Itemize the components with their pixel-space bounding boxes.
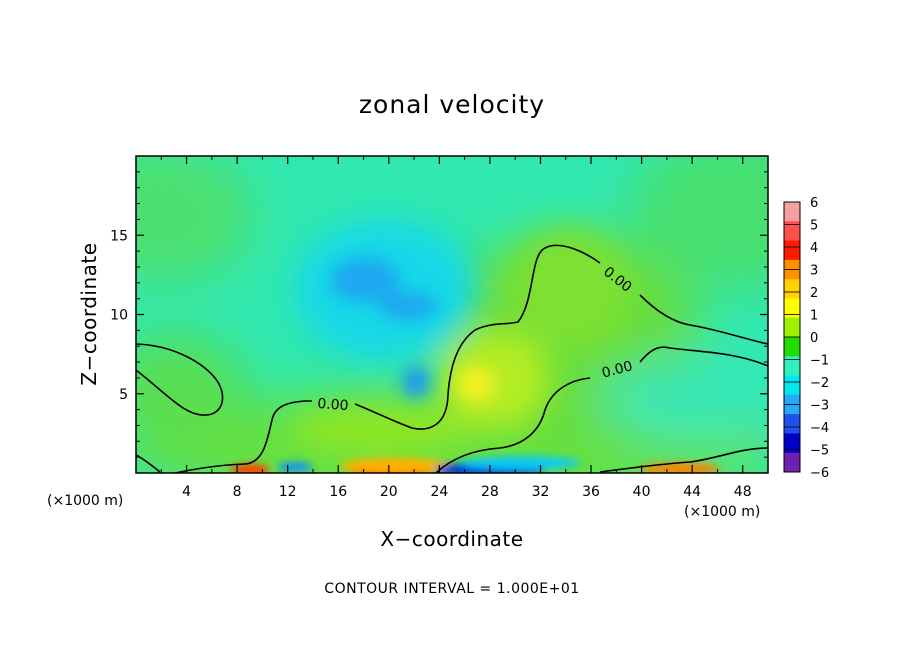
region-green-left-middle [136,335,245,445]
y-tick-label: 15 [110,228,128,244]
contour-lower-right [435,346,768,473]
colorbar-swatch [784,452,800,473]
colorbar-label: −1 [810,354,829,369]
colorbar-swatch [784,279,800,299]
colorbar-swatch [784,433,800,454]
x-unit-label-left: (×1000 m) [47,493,123,509]
x-tick-label: 16 [329,484,347,500]
colorbar-swatch [784,356,800,377]
y-tick-label: 5 [119,387,128,403]
x-tick-label: 4 [182,484,191,500]
contour-label-1: 0.00 [317,396,349,414]
x-tick-label: 20 [380,484,398,500]
core-blue-bottom-left [277,462,313,472]
x-tick-label: 48 [734,484,752,500]
contour-main [174,244,768,473]
x-tick-label: 36 [582,484,600,500]
region-green-upper-left [136,156,255,285]
contour-label-3: 0.00 [600,358,634,382]
x-axis: 4 8 12 16 20 24 28 32 36 40 44 48 [160,156,752,500]
y-axis: 5 10 15 [110,171,768,458]
colorbar-swatch [784,414,800,434]
x-unit-label-right: (×1000 m) [684,504,760,520]
contour-interval-note: CONTOUR INTERVAL = 1.000E+01 [324,581,579,597]
core-blue-upper-1 [330,258,400,302]
region-cyan-right-lower [600,360,768,440]
colorbar-label: 5 [810,219,818,234]
colorbar-label: 3 [810,264,818,279]
core-blue-upper-2 [378,292,438,320]
colorbar-label: −6 [810,466,829,481]
core-cyan-bottom [460,456,580,470]
core-orange-bottom-1 [340,458,450,473]
colorbar-swatch [784,298,800,319]
y-tick-label: 10 [110,308,128,324]
colorbar-label: 6 [810,196,818,211]
colorbar-label: 1 [810,309,818,324]
zero-contours [136,244,768,473]
x-tick-label: 40 [633,484,651,500]
colorbar-swatch [784,221,800,242]
region-green-right-top [510,230,630,350]
chart-title: zonal velocity [359,90,545,119]
core-orange-bottom-2 [640,463,720,473]
x-tick-label: 24 [430,484,448,500]
region-green-upper-right [630,156,768,290]
colorbar-swatch [784,337,800,357]
colorbar-swatch [784,202,800,222]
x-axis-title: X−coordinate [380,527,523,551]
contour-bottom-right [599,447,768,473]
colorbar-label: 2 [810,286,818,301]
colorbar-label: −2 [810,376,829,391]
colorbar-label: −3 [810,399,829,414]
colorbar-swatch [784,375,800,396]
y-axis-title: Z−coordinate [77,242,101,385]
core-yellow-mid [456,366,496,402]
contour-bottom-left [136,454,161,473]
colorbar-swatch [784,240,800,261]
field-core-regions [330,258,496,402]
colorbar-label: 0 [810,331,818,346]
contour-left-loop [136,343,224,416]
x-tick-label: 8 [233,484,242,500]
field-broad-regions [136,156,768,473]
x-tick-label: 12 [279,484,297,500]
core-red-bottom-2 [230,464,270,473]
colorbar: 6 5 4 3 2 1 0 −1 −2 −3 −4 −5 −6 [783,196,829,481]
colorbar-label: −5 [810,444,829,459]
colorbar-label: −4 [810,421,829,436]
core-blue-mid [402,366,430,398]
velocity-field [136,156,768,473]
x-tick-label: 32 [532,484,550,500]
x-tick-label: 28 [481,484,499,500]
colorbar-label: 4 [810,241,818,256]
x-tick-label: 44 [683,484,701,500]
region-green-lower-mid [290,405,470,455]
colorbar-swatch [784,317,800,338]
